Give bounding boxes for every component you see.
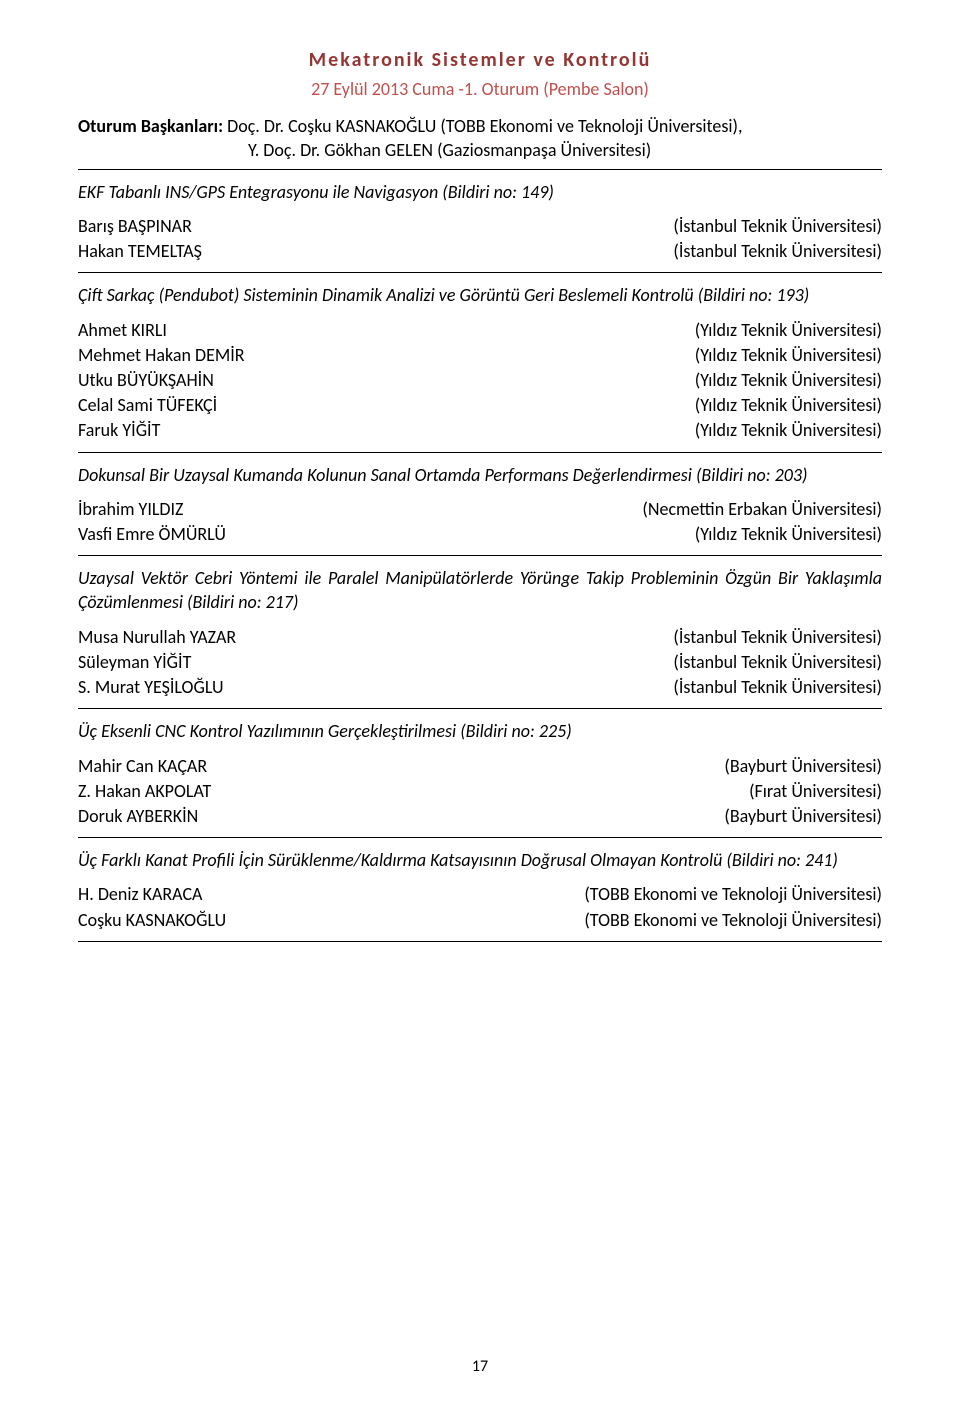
paper-title: Üç Eksenli CNC Kontrol Yazılımının Gerçe… bbox=[78, 719, 882, 743]
author-name: Ahmet KIRLI bbox=[78, 318, 167, 343]
author-row: Ahmet KIRLI (Yıldız Teknik Üniversitesi) bbox=[78, 318, 882, 343]
author-name: Vasfi Emre ÖMÜRLÜ bbox=[78, 522, 226, 547]
author-name: Mahir Can KAÇAR bbox=[78, 754, 207, 779]
divider bbox=[78, 169, 882, 170]
divider bbox=[78, 941, 882, 942]
author-name: Barış BAŞPINAR bbox=[78, 214, 192, 239]
author-name: İbrahim YILDIZ bbox=[78, 497, 183, 522]
author-row: İbrahim YILDIZ (Necmettin Erbakan Ünivers… bbox=[78, 497, 882, 522]
author-row: Barış BAŞPINAR (İstanbul Teknik Üniversit… bbox=[78, 214, 882, 239]
session-subtitle: 27 Eylül 2013 Cuma -1. Oturum (Pembe Sal… bbox=[78, 78, 882, 100]
author-row: Hakan TEMELTAŞ (İstanbul Teknik Üniversit… bbox=[78, 239, 882, 264]
author-list: Ahmet KIRLI(Yıldız Teknik Üniversitesi)M… bbox=[78, 318, 882, 444]
author-name: Faruk YİĞİT bbox=[78, 418, 160, 443]
page: Mekatronik Sistemler ve Kontrolü 27 Eylü… bbox=[0, 0, 960, 1416]
author-affiliation: (Yıldız Teknik Üniversitesi) bbox=[695, 393, 882, 418]
author-name: H. Deniz KARACA bbox=[78, 882, 202, 907]
author-row: H. Deniz KARACA (TOBB Ekonomi ve Teknoloj… bbox=[78, 882, 882, 907]
paper-title: Dokunsal Bir Uzaysal Kumanda Kolunun San… bbox=[78, 463, 882, 487]
author-affiliation: (İstanbul Teknik Üniversitesi) bbox=[673, 675, 882, 700]
author-name: Hakan TEMELTAŞ bbox=[78, 239, 202, 264]
author-name: Utku BÜYÜKŞAHİN bbox=[78, 368, 214, 393]
papers-list: EKF Tabanlı INS/GPS Entegrasyonu ile Nav… bbox=[78, 180, 882, 942]
author-affiliation: (Bayburt Üniversitesi) bbox=[724, 754, 882, 779]
author-list: İbrahim YILDIZ (Necmettin Erbakan Ünivers… bbox=[78, 497, 882, 547]
author-affiliation: (TOBB Ekonomi ve Teknoloji Üniversitesi) bbox=[584, 882, 882, 907]
author-affiliation: (Yıldız Teknik Üniversitesi) bbox=[695, 418, 882, 443]
divider bbox=[78, 272, 882, 273]
author-row: Musa Nurullah YAZAR (İstanbul Teknik Üniv… bbox=[78, 625, 882, 650]
author-row: S. Murat YEŞİLOĞLU (İstanbul Teknik Ünive… bbox=[78, 675, 882, 700]
session-chairs: Oturum Başkanları: Doç. Dr. Coşku KASNAK… bbox=[78, 114, 882, 163]
author-row: Z. Hakan AKPOLAT (Fırat Üniversitesi) bbox=[78, 779, 882, 804]
author-name: S. Murat YEŞİLOĞLU bbox=[78, 675, 224, 700]
chairs-line2: Y. Doç. Dr. Gökhan GELEN (Gaziosmanpaşa … bbox=[78, 138, 882, 162]
author-list: H. Deniz KARACA (TOBB Ekonomi ve Teknoloj… bbox=[78, 882, 882, 932]
author-affiliation: (İstanbul Teknik Üniversitesi) bbox=[673, 625, 882, 650]
author-affiliation: (TOBB Ekonomi ve Teknoloji Üniversitesi) bbox=[584, 908, 882, 933]
author-affiliation: (İstanbul Teknik Üniversitesi) bbox=[673, 214, 882, 239]
author-affiliation: (Necmettin Erbakan Üniversitesi) bbox=[642, 497, 882, 522]
author-name: Celal Sami TÜFEKÇİ bbox=[78, 393, 217, 418]
author-row: Mahir Can KAÇAR (Bayburt Üniversitesi) bbox=[78, 754, 882, 779]
author-row: Faruk YİĞİT (Yıldız Teknik Üniversitesi) bbox=[78, 418, 882, 443]
author-affiliation: (İstanbul Teknik Üniversitesi) bbox=[673, 239, 882, 264]
author-name: Mehmet Hakan DEMİR bbox=[78, 343, 245, 368]
author-affiliation: (İstanbul Teknik Üniversitesi) bbox=[673, 650, 882, 675]
author-affiliation: (Bayburt Üniversitesi) bbox=[724, 804, 882, 829]
author-affiliation: (Fırat Üniversitesi) bbox=[749, 779, 882, 804]
author-list: Barış BAŞPINAR (İstanbul Teknik Üniversit… bbox=[78, 214, 882, 264]
author-list: Mahir Can KAÇAR(Bayburt Üniversitesi)Z. … bbox=[78, 754, 882, 830]
author-row: Mehmet Hakan DEMİR (Yıldız Teknik Ünivers… bbox=[78, 343, 882, 368]
divider bbox=[78, 837, 882, 838]
author-row: Utku BÜYÜKŞAHİN (Yıldız Teknik Üniversite… bbox=[78, 368, 882, 393]
page-number: 17 bbox=[0, 1357, 960, 1376]
author-name: Doruk AYBERKİN bbox=[78, 804, 198, 829]
divider bbox=[78, 555, 882, 556]
author-name: Süleyman YİĞİT bbox=[78, 650, 191, 675]
paper-title: Çift Sarkaç (Pendubot) Sisteminin Dinami… bbox=[78, 283, 882, 307]
chairs-line1: Doç. Dr. Coşku KASNAKOĞLU (TOBB Ekonomi … bbox=[223, 115, 742, 137]
divider bbox=[78, 708, 882, 709]
author-affiliation: (Yıldız Teknik Üniversitesi) bbox=[695, 318, 882, 343]
divider bbox=[78, 452, 882, 453]
session-title: Mekatronik Sistemler ve Kontrolü bbox=[78, 48, 882, 72]
chairs-label: Oturum Başkanları: bbox=[78, 115, 223, 137]
author-row: Süleyman YİĞİT (İstanbul Teknik Üniversit… bbox=[78, 650, 882, 675]
paper-title: Üç Farklı Kanat Profili İçin Sürüklenme/… bbox=[78, 848, 882, 872]
author-row: Vasfi Emre ÖMÜRLÜ (Yıldız Teknik Üniversi… bbox=[78, 522, 882, 547]
author-name: Musa Nurullah YAZAR bbox=[78, 625, 236, 650]
author-affiliation: (Yıldız Teknik Üniversitesi) bbox=[695, 522, 882, 547]
paper-title: Uzaysal Vektör Cebri Yöntemi ile Paralel… bbox=[78, 566, 882, 615]
author-row: Coşku KASNAKOĞLU (TOBB Ekonomi ve Teknolo… bbox=[78, 908, 882, 933]
author-list: Musa Nurullah YAZAR (İstanbul Teknik Üniv… bbox=[78, 625, 882, 701]
author-affiliation: (Yıldız Teknik Üniversitesi) bbox=[695, 343, 882, 368]
author-name: Z. Hakan AKPOLAT bbox=[78, 779, 211, 804]
author-row: Doruk AYBERKİN (Bayburt Üniversitesi) bbox=[78, 804, 882, 829]
author-name: Coşku KASNAKOĞLU bbox=[78, 908, 226, 933]
author-affiliation: (Yıldız Teknik Üniversitesi) bbox=[695, 368, 882, 393]
paper-title: EKF Tabanlı INS/GPS Entegrasyonu ile Nav… bbox=[78, 180, 882, 204]
author-row: Celal Sami TÜFEKÇİ (Yıldız Teknik Ünivers… bbox=[78, 393, 882, 418]
